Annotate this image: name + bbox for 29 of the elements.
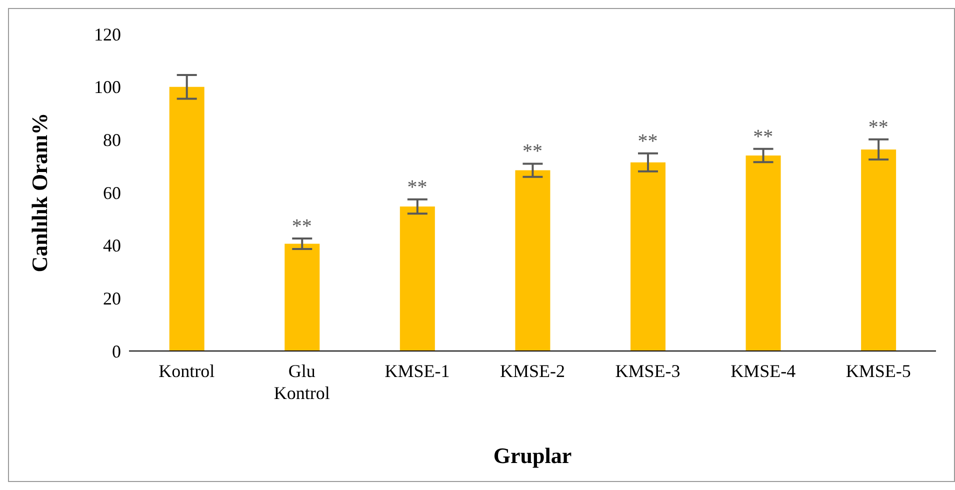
bar — [400, 206, 435, 351]
bar — [861, 149, 896, 351]
bar — [169, 86, 204, 351]
y-tick-label: 60 — [103, 182, 121, 203]
x-tick-label: KMSE-4 — [730, 361, 796, 381]
y-tick-label: 100 — [94, 77, 121, 98]
annotation: ** — [292, 215, 312, 238]
x-axis-title: Gruplar — [493, 443, 572, 468]
x-tick-label: Kontrol — [158, 361, 215, 381]
y-tick-label: 0 — [112, 341, 121, 362]
y-axis-title: Canlılık Oranı% — [26, 112, 52, 272]
x-tick-label: KMSE-3 — [615, 361, 680, 381]
y-tick-label: 80 — [103, 130, 121, 150]
bar — [630, 162, 666, 351]
x-tick-label: KMSE-2 — [500, 361, 566, 381]
x-tick-label: KMSE-5 — [846, 361, 911, 381]
x-tick-label: KMSE-1 — [384, 361, 450, 381]
y-tick-label: 40 — [103, 236, 121, 256]
annotation: ** — [638, 130, 658, 152]
bar — [746, 156, 781, 351]
y-tick-label: 20 — [103, 288, 121, 309]
x-tick-label: Glu Kontrol — [274, 361, 330, 403]
annotation: ** — [753, 126, 774, 148]
annotation: ** — [868, 116, 888, 138]
annotation: ** — [522, 140, 542, 163]
bar — [515, 170, 550, 351]
y-tick-label: 120 — [94, 24, 121, 44]
bar — [284, 244, 320, 351]
annotation: ** — [407, 176, 428, 198]
